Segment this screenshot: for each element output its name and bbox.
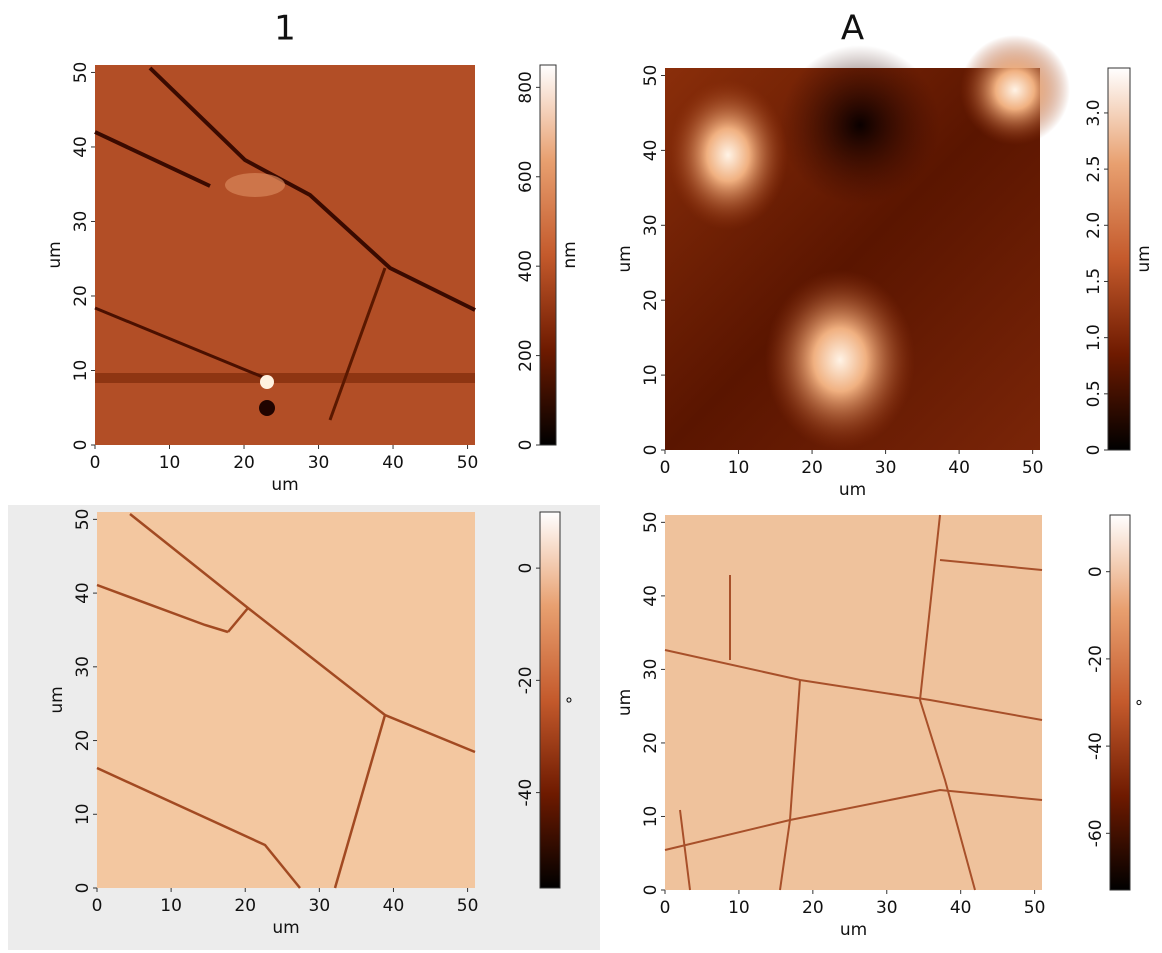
colorbar-tick-label: 0.5	[1084, 380, 1104, 407]
colorbar-tick-label: -40	[516, 779, 536, 807]
y-axis-label: um	[47, 686, 67, 713]
x-tick-label: 30	[875, 458, 897, 478]
x-tick-label: 50	[457, 453, 479, 473]
y-tick-label: 30	[73, 656, 93, 678]
colorbar-tick-label: -40	[1086, 732, 1106, 760]
x-axis-label: um	[271, 475, 298, 495]
colorbar-tick-label: 2.5	[1084, 156, 1104, 183]
x-tick-label: 20	[802, 898, 824, 918]
colorbar-tick-label: 0	[1084, 445, 1104, 456]
height-image	[95, 65, 475, 445]
colorbar-tick-label: 2.0	[1084, 212, 1104, 239]
x-tick-label: 0	[660, 898, 671, 918]
x-tick-label: 30	[309, 896, 331, 916]
colorbar-tick-label: -20	[1086, 645, 1106, 673]
colorbar-tick-label: 1.5	[1084, 268, 1104, 295]
y-tick-label: 50	[73, 509, 93, 531]
phase-image	[665, 515, 1042, 890]
y-tick-label: 20	[641, 289, 661, 311]
colorbar-tick-label: 800	[516, 71, 536, 103]
colorbar	[540, 512, 560, 888]
x-tick-label: 10	[728, 898, 750, 918]
colorbar	[1110, 515, 1130, 890]
x-tick-label: 20	[801, 458, 823, 478]
colorbar-tick-label: 3.0	[1084, 99, 1104, 126]
colorbar	[1108, 68, 1130, 450]
x-axis-label: um	[840, 920, 867, 940]
y-tick-label: 10	[641, 806, 661, 828]
panel-title: 1	[274, 9, 296, 49]
x-tick-label: 30	[308, 453, 330, 473]
x-tick-label: 20	[233, 453, 255, 473]
x-tick-label: 10	[728, 458, 750, 478]
colorbar-label: °	[564, 696, 584, 705]
phase-image	[97, 512, 475, 888]
y-tick-label: 0	[641, 885, 661, 896]
y-tick-label: 10	[73, 803, 93, 825]
y-tick-label: 50	[71, 62, 91, 84]
height-image	[665, 35, 1070, 450]
y-tick-label: 30	[71, 211, 91, 233]
y-tick-label: 0	[71, 440, 91, 451]
colorbar-tick-label: 200	[516, 339, 536, 371]
colorbar-label: °	[1134, 698, 1154, 707]
y-tick-label: 20	[641, 732, 661, 754]
x-tick-label: 0	[92, 896, 103, 916]
y-tick-label: 20	[71, 285, 91, 307]
x-axis-label: um	[272, 918, 299, 938]
colorbar-tick-label: 0	[1086, 566, 1106, 577]
x-tick-label: 40	[950, 898, 972, 918]
y-tick-label: 30	[641, 659, 661, 681]
y-tick-label: 10	[641, 364, 661, 386]
y-tick-label: 50	[641, 65, 661, 87]
y-tick-label: 0	[641, 445, 661, 456]
y-axis-label: um	[615, 689, 635, 716]
y-axis-label: um	[615, 245, 635, 272]
colorbar-tick-label: 0	[516, 440, 536, 451]
y-tick-label: 40	[641, 140, 661, 162]
colorbar-tick-label: 1.0	[1084, 324, 1104, 351]
x-axis-label: um	[839, 480, 866, 500]
x-tick-label: 50	[1024, 898, 1046, 918]
x-tick-label: 50	[1022, 458, 1044, 478]
colorbar-tick-label: 600	[516, 161, 536, 193]
x-tick-label: 10	[160, 896, 182, 916]
y-tick-label: 40	[71, 136, 91, 158]
y-tick-label: 0	[73, 883, 93, 894]
y-tick-label: 20	[73, 730, 93, 752]
y-axis-label: um	[45, 241, 65, 268]
x-tick-label: 50	[457, 896, 479, 916]
figure: 10102030405001020304050umum0200400600800…	[0, 0, 1162, 953]
y-tick-label: 40	[73, 582, 93, 604]
panel-title: A	[841, 9, 864, 49]
colorbar-tick-label: 0	[516, 563, 536, 574]
x-tick-label: 40	[948, 458, 970, 478]
colorbar-tick-label: -60	[1086, 819, 1106, 847]
y-tick-label: 40	[641, 585, 661, 607]
colorbar-tick-label: 400	[516, 250, 536, 282]
y-tick-label: 10	[71, 360, 91, 382]
x-tick-label: 0	[660, 458, 671, 478]
x-tick-label: 10	[159, 453, 181, 473]
x-tick-label: 40	[383, 896, 405, 916]
colorbar-label: um	[1134, 245, 1154, 272]
y-tick-label: 30	[641, 214, 661, 236]
x-tick-label: 20	[234, 896, 256, 916]
colorbar-tick-label: -20	[516, 666, 536, 694]
x-tick-label: 30	[876, 898, 898, 918]
colorbar-label: nm	[560, 241, 580, 268]
y-tick-label: 50	[641, 512, 661, 534]
x-tick-label: 40	[382, 453, 404, 473]
colorbar	[540, 65, 556, 445]
x-tick-label: 0	[90, 453, 101, 473]
